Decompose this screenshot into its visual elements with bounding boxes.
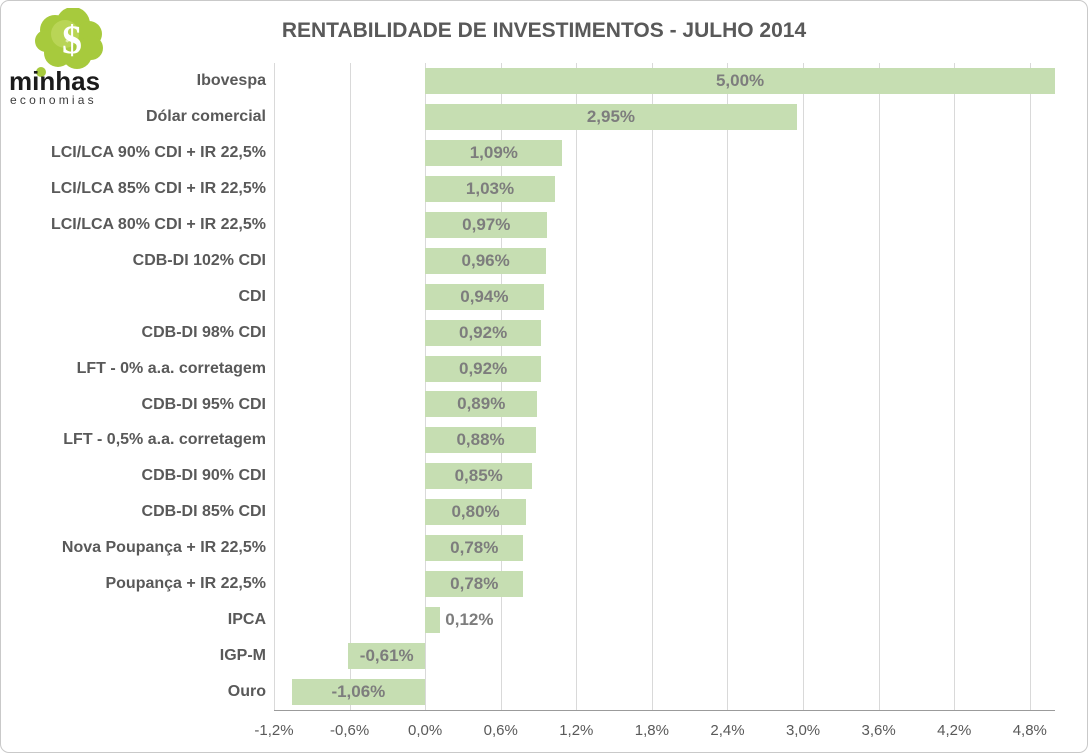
value-label: 0,97% bbox=[462, 214, 511, 234]
bar bbox=[348, 643, 426, 670]
bar bbox=[425, 499, 526, 526]
category-label: LCI/LCA 80% CDI + IR 22,5% bbox=[50, 215, 266, 233]
gridline bbox=[425, 63, 427, 710]
gridline bbox=[349, 63, 351, 710]
dollar-cloud-icon: $ bbox=[35, 8, 103, 77]
gridline bbox=[1029, 63, 1031, 710]
bar bbox=[425, 427, 536, 454]
category-label: CDB-DI 98% CDI bbox=[141, 323, 266, 341]
bar bbox=[425, 67, 1055, 94]
bar bbox=[425, 175, 555, 202]
x-tick-label: 4,8% bbox=[1012, 722, 1047, 739]
gridline bbox=[878, 63, 880, 710]
category-label: Ouro bbox=[227, 683, 266, 701]
category-label: IPCA bbox=[227, 611, 266, 629]
x-tick-label: -0,6% bbox=[329, 722, 370, 739]
bar bbox=[425, 535, 524, 562]
gridline bbox=[576, 63, 578, 710]
value-label: 0,92% bbox=[458, 358, 508, 378]
value-label: 0,80% bbox=[451, 502, 500, 522]
x-tick-label: 4,2% bbox=[937, 722, 972, 739]
bar bbox=[425, 391, 538, 418]
category-label: CDB-DI 85% CDI bbox=[141, 503, 266, 521]
bar bbox=[425, 319, 542, 346]
category-label: LFT - 0% a.a. corretagem bbox=[76, 359, 266, 377]
value-label: 0,12% bbox=[445, 610, 494, 630]
x-tick-label: 2,4% bbox=[710, 722, 745, 739]
category-label: IGP-M bbox=[219, 647, 266, 665]
value-label: 5,00% bbox=[715, 70, 765, 90]
x-tick-label: 1,2% bbox=[559, 722, 594, 739]
category-label: CDI bbox=[238, 287, 266, 305]
value-label: 2,95% bbox=[586, 106, 636, 126]
gridline bbox=[727, 63, 729, 710]
bar bbox=[425, 211, 548, 238]
category-label: LCI/LCA 85% CDI + IR 22,5% bbox=[50, 179, 266, 197]
brand-name: minhas bbox=[9, 66, 101, 96]
category-label: Nova Poupança + IR 22,5% bbox=[61, 539, 266, 557]
value-label: 1,03% bbox=[465, 178, 515, 198]
chart-title: RENTABILIDADE DE INVESTIMENTOS - JULHO 2… bbox=[281, 19, 807, 42]
x-tick-label: 0,6% bbox=[483, 722, 518, 739]
gridline bbox=[274, 63, 275, 710]
value-label: 0,88% bbox=[456, 430, 505, 450]
bar bbox=[425, 355, 542, 382]
gridline bbox=[500, 63, 502, 710]
value-label: 0,92% bbox=[458, 322, 508, 342]
category-label: Dólar comercial bbox=[145, 107, 266, 125]
value-label: 0,94% bbox=[460, 286, 509, 306]
category-label: LFT - 0,5% a.a. corretagem bbox=[63, 431, 266, 449]
gridline bbox=[651, 63, 653, 710]
category-label: LCI/LCA 90% CDI + IR 22,5% bbox=[50, 143, 266, 161]
svg-text:$: $ bbox=[62, 17, 82, 62]
bar bbox=[425, 283, 544, 310]
value-label: 0,96% bbox=[461, 250, 510, 270]
x-tick-label: 0,0% bbox=[408, 722, 443, 739]
value-label: -0,61% bbox=[359, 646, 414, 666]
value-label: 0,78% bbox=[450, 538, 499, 558]
x-axis-line bbox=[274, 710, 1055, 711]
category-label: CDB-DI 102% CDI bbox=[132, 251, 266, 269]
bar bbox=[425, 571, 524, 598]
x-tick-label: 3,0% bbox=[785, 722, 821, 739]
bar bbox=[425, 247, 547, 274]
value-label: 0,89% bbox=[457, 394, 506, 414]
bar bbox=[425, 139, 563, 166]
bar bbox=[425, 103, 797, 130]
value-label: -1,06% bbox=[331, 682, 386, 702]
minhas-economias-logo: $ minhas economias bbox=[9, 6, 119, 108]
value-label: 0,85% bbox=[454, 466, 503, 486]
gridline bbox=[954, 63, 956, 710]
category-label: Poupança + IR 22,5% bbox=[105, 575, 266, 593]
x-tick-label: -1,2% bbox=[254, 722, 294, 739]
value-label: 0,78% bbox=[450, 574, 499, 594]
category-label: CDB-DI 90% CDI bbox=[141, 467, 266, 485]
category-label: Ibovespa bbox=[196, 72, 266, 89]
bar bbox=[291, 679, 426, 706]
category-label: CDB-DI 95% CDI bbox=[141, 395, 266, 413]
brand-subname: economias bbox=[10, 93, 97, 107]
bar bbox=[425, 463, 533, 490]
x-tick-label: 1,8% bbox=[634, 722, 669, 739]
value-label: 1,09% bbox=[469, 142, 518, 162]
gridline bbox=[803, 63, 805, 710]
bar bbox=[425, 607, 441, 634]
x-tick-label: 3,6% bbox=[861, 722, 896, 739]
